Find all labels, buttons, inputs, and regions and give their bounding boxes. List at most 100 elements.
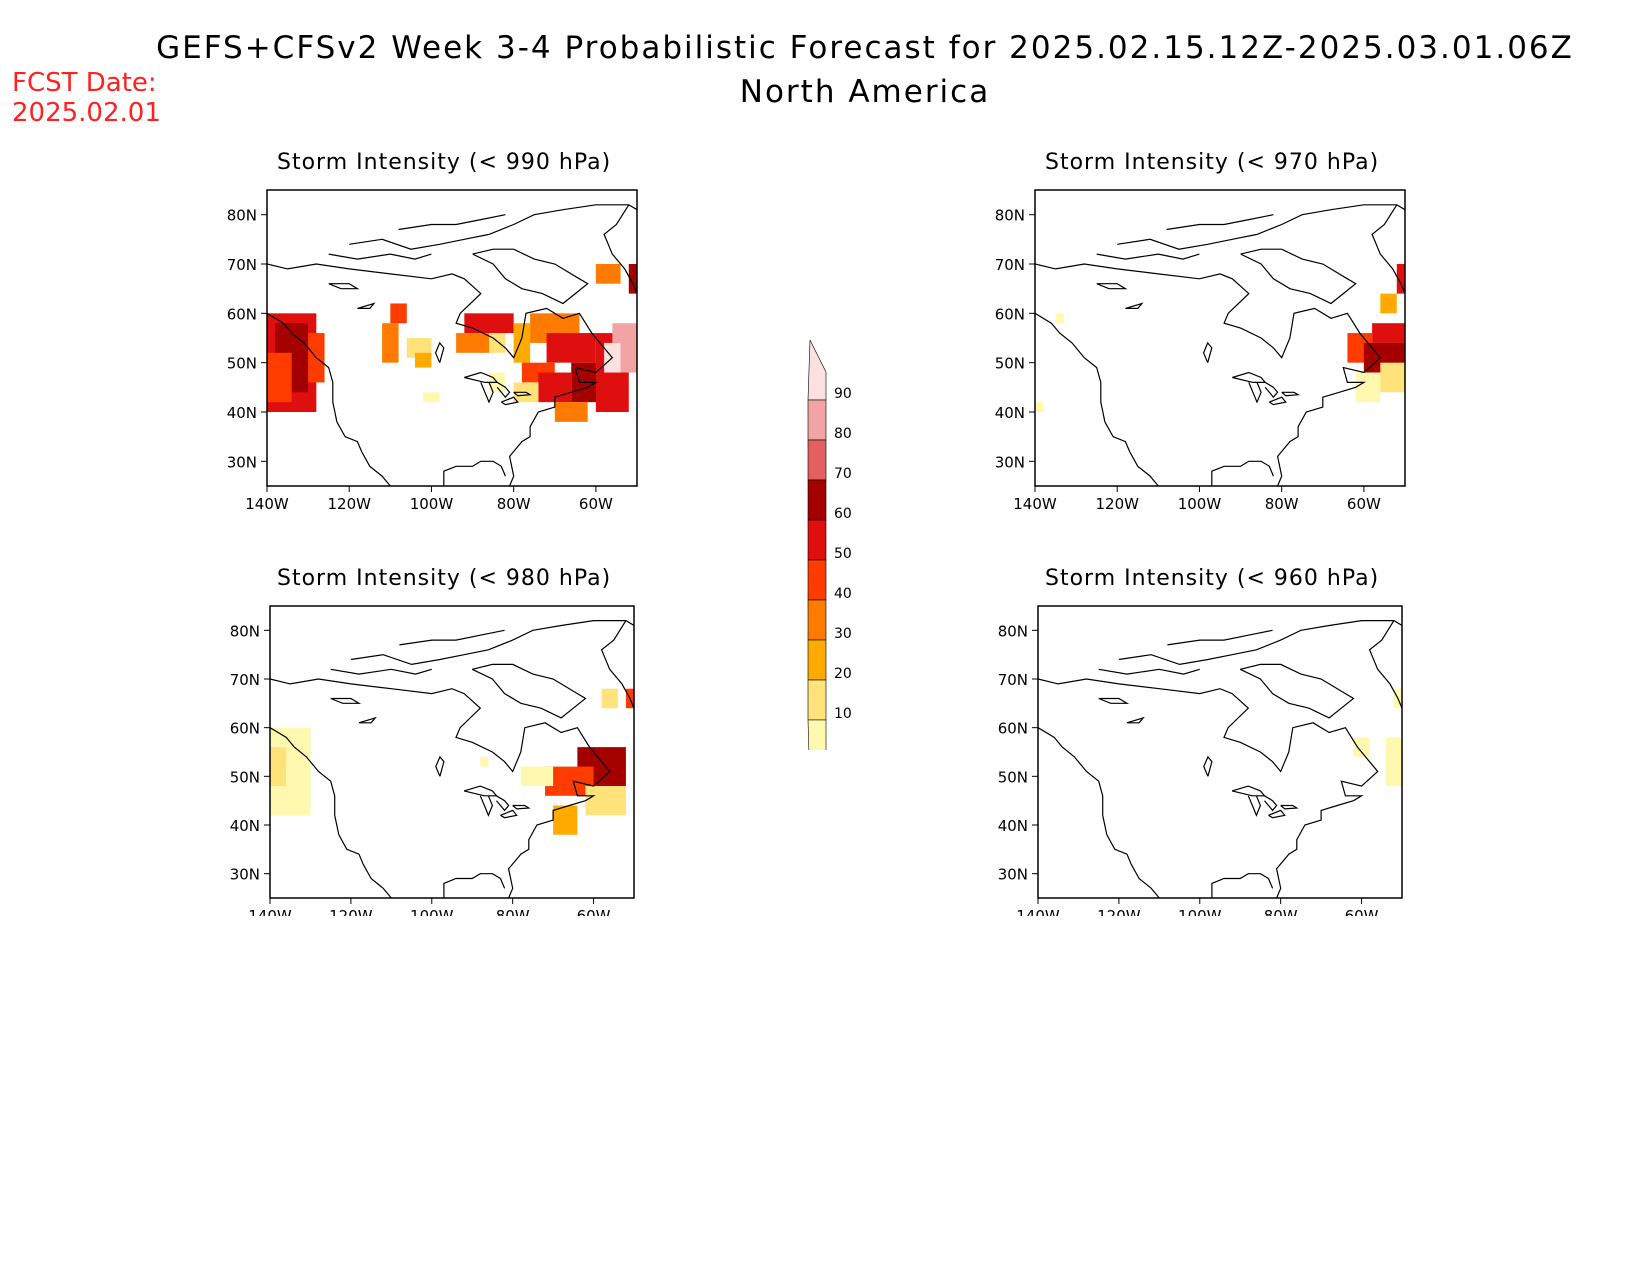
coastline xyxy=(600,620,634,709)
probability-shade xyxy=(1353,737,1370,757)
coastline xyxy=(1038,727,1160,898)
colorbar-swatch xyxy=(807,339,827,401)
probability-shade xyxy=(1372,323,1405,343)
lon-tick-label: 60W xyxy=(1347,495,1381,513)
lon-tick-label: 80W xyxy=(1264,907,1298,916)
coastline xyxy=(603,204,637,294)
map-frame xyxy=(1037,605,1403,899)
coastline xyxy=(350,620,634,666)
coastline xyxy=(1125,302,1144,309)
probability-shade xyxy=(554,402,588,422)
coastline xyxy=(267,312,391,486)
coastline xyxy=(1038,678,1379,898)
coastline xyxy=(1248,382,1262,404)
figure-title: GEFS+CFSv2 Week 3-4 Probabilistic Foreca… xyxy=(156,30,1574,66)
coastline xyxy=(398,214,506,231)
lat-tick-label: 60N xyxy=(230,720,260,738)
colorbar-swatch xyxy=(807,399,827,441)
lat-tick-label: 40N xyxy=(998,817,1028,835)
lon-tick-label: 140W xyxy=(245,495,289,513)
probability-shade xyxy=(520,766,554,787)
colorbar-level-label: 30 xyxy=(834,626,852,642)
probability-shade xyxy=(270,747,287,787)
coastline xyxy=(328,253,432,260)
coastline xyxy=(479,795,494,817)
lon-tick-label: 80W xyxy=(1265,495,1299,513)
probability-shade xyxy=(628,264,637,294)
probability-shade xyxy=(406,338,432,358)
coastline xyxy=(349,204,637,250)
colorbar-swatch xyxy=(807,639,827,681)
fcst-label: FCST Date: xyxy=(12,68,157,98)
coastline xyxy=(480,382,494,404)
lon-tick-label: 80W xyxy=(496,907,530,916)
coastline xyxy=(1240,248,1357,305)
coastline xyxy=(1368,620,1402,709)
map-panel-990: 80N 70N 60N 50N 40N 30N 140W 120W 100W 80W 60W xyxy=(227,189,638,513)
coastline xyxy=(1211,460,1274,486)
coastline xyxy=(471,663,587,719)
coastline xyxy=(472,248,589,305)
probability-shade xyxy=(456,333,489,353)
coastline xyxy=(399,629,505,646)
coastline xyxy=(1098,668,1200,675)
coastline xyxy=(1096,283,1128,290)
coastline xyxy=(1281,391,1301,397)
lon-tick-label: 100W xyxy=(1178,495,1222,513)
colorbar-level-label: 60 xyxy=(834,506,852,522)
probability-shade xyxy=(1396,264,1405,294)
lat-tick-label: 50N xyxy=(230,768,260,786)
coastline xyxy=(1118,620,1402,666)
lon-tick-label: 60W xyxy=(1345,907,1379,916)
probability-shade xyxy=(1055,313,1064,324)
map-panel-970: 80N 70N 60N 50N 40N 30N 140W 120W 100W 80W 60W xyxy=(995,189,1406,513)
map-frame xyxy=(266,189,638,487)
lon-tick-label: 120W xyxy=(1095,495,1139,513)
coastline xyxy=(512,804,531,810)
lat-tick-label: 70N xyxy=(995,256,1025,274)
lat-tick-label: 60N xyxy=(227,305,257,323)
coastline xyxy=(1096,253,1200,260)
lon-tick-label: 120W xyxy=(329,907,373,916)
lat-tick-label: 80N xyxy=(995,207,1025,225)
coastline xyxy=(1232,371,1267,383)
colorbar-level-label: 20 xyxy=(834,666,852,682)
coastline xyxy=(1264,381,1279,399)
colorbar-swatch xyxy=(807,679,827,721)
probability-shade xyxy=(1035,402,1044,412)
coastline xyxy=(358,716,377,724)
lat-tick-label: 30N xyxy=(227,453,257,471)
lat-tick-label: 30N xyxy=(995,453,1025,471)
probability-shade xyxy=(553,805,578,835)
probability-shade xyxy=(513,323,531,363)
colorbar-swatch xyxy=(807,719,827,750)
coastline xyxy=(270,678,611,898)
probability-shade xyxy=(464,313,514,334)
lon-tick-label: 60W xyxy=(579,495,613,513)
lon-tick-label: 100W xyxy=(1178,907,1222,916)
coastline xyxy=(1167,629,1273,646)
colorbar-swatch xyxy=(807,519,827,561)
lat-tick-label: 70N xyxy=(227,256,257,274)
lat-tick-label: 60N xyxy=(995,305,1025,323)
lat-tick-label: 50N xyxy=(998,768,1028,786)
lon-tick-label: 100W xyxy=(410,907,454,916)
probability-shade xyxy=(267,352,292,403)
coastline xyxy=(1117,204,1405,250)
lat-tick-label: 50N xyxy=(995,355,1025,373)
panel-title-990: Storm Intensity (< 990 hPa) xyxy=(277,150,612,175)
lat-tick-label: 80N xyxy=(227,207,257,225)
coastline xyxy=(1264,795,1278,812)
colorbar-level-label: 80 xyxy=(834,426,852,442)
coastline xyxy=(500,809,518,819)
coastline xyxy=(1166,214,1274,231)
coastline xyxy=(330,668,432,675)
coastline xyxy=(1098,697,1130,704)
colorbar-swatch xyxy=(807,559,827,601)
coastline xyxy=(1211,873,1274,898)
probability-shade xyxy=(1355,372,1381,403)
coastline xyxy=(1231,785,1266,797)
lat-tick-label: 30N xyxy=(998,866,1028,884)
lat-tick-label: 50N xyxy=(227,355,257,373)
coastline xyxy=(443,460,506,486)
